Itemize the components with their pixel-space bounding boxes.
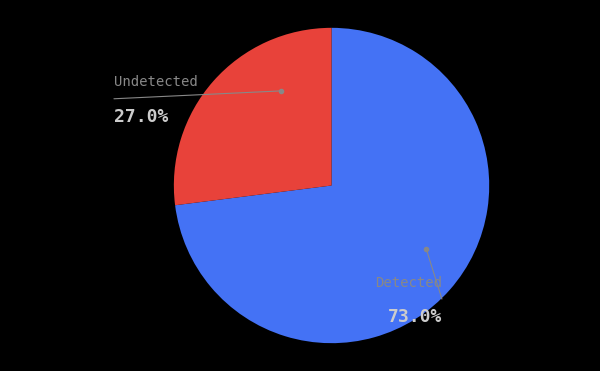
Wedge shape <box>174 28 332 205</box>
Text: Detected: Detected <box>375 276 442 290</box>
Text: 27.0%: 27.0% <box>114 108 169 126</box>
Text: 73.0%: 73.0% <box>388 309 442 326</box>
Text: Undetected: Undetected <box>114 75 197 89</box>
Wedge shape <box>175 28 489 343</box>
